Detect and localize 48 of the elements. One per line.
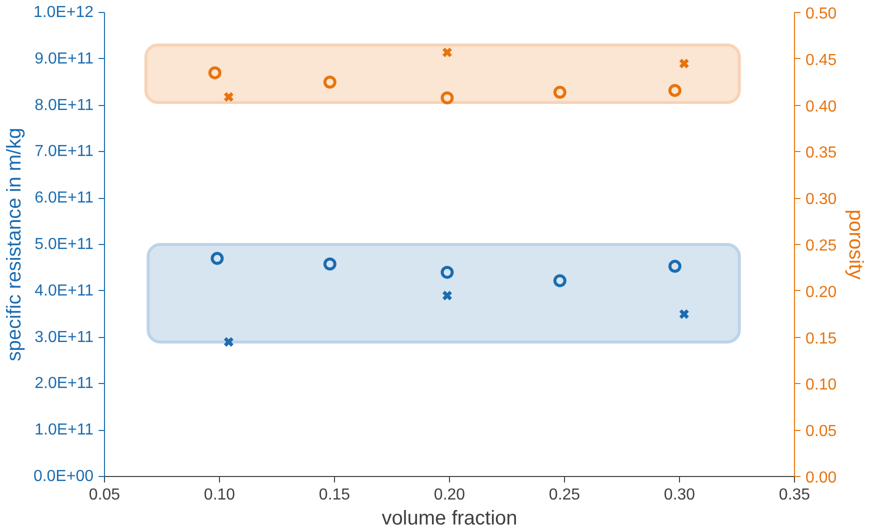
point xyxy=(668,84,682,97)
y2-tick-label: 0.35 xyxy=(806,144,837,162)
y-tick-label: 3.0E+11 xyxy=(34,328,94,346)
y2-tick-label: 0.05 xyxy=(806,423,837,440)
y-tick-label: 1.0E+12 xyxy=(33,4,94,21)
y-tick-label: 0.0E+00 xyxy=(33,468,94,485)
x-tick-label: 0.05 xyxy=(88,486,120,504)
y2-tick-label: 0.15 xyxy=(806,330,837,348)
point xyxy=(553,86,566,99)
y-tick-label: 4.0E+11 xyxy=(34,282,94,300)
y2-tick-label: 0.50 xyxy=(806,6,837,22)
y2-tick-label: 0.30 xyxy=(806,191,837,208)
point xyxy=(323,76,336,89)
x-tick-label: 0.35 xyxy=(778,486,810,504)
y-tick-label: 6.0E+11 xyxy=(34,190,94,207)
point xyxy=(678,58,690,69)
x-tick-label: 0.25 xyxy=(548,486,580,504)
x-tick-label: 0.10 xyxy=(204,486,236,504)
x-tick-label: 0.15 xyxy=(318,486,350,504)
y2-tick-label: 0.45 xyxy=(806,52,837,69)
y-tick-label: 2.0E+11 xyxy=(34,375,94,392)
y-tick-label: 5.0E+11 xyxy=(34,236,94,253)
y-axis-title: specific resistance in m/kg xyxy=(3,128,26,362)
y-tick-label: 9.0E+11 xyxy=(34,50,94,68)
point xyxy=(223,92,234,102)
point xyxy=(208,66,222,80)
y-tick-label: 1.0E+11 xyxy=(34,422,94,439)
point xyxy=(440,91,454,104)
y2-tick-label: 0.40 xyxy=(806,98,837,116)
point xyxy=(440,266,454,279)
y-tick-label: 7.0E+11 xyxy=(34,143,94,160)
point xyxy=(668,260,682,273)
x-tick-label: 0.30 xyxy=(664,486,696,504)
y2-tick-label: 0.25 xyxy=(806,238,837,254)
y-tick-label: 8.0E+11 xyxy=(34,96,94,114)
point xyxy=(210,252,224,265)
point xyxy=(323,258,336,270)
point xyxy=(442,290,452,301)
x-axis-title: volume fraction xyxy=(382,508,518,530)
x-tick-label: 0.20 xyxy=(434,486,466,504)
y2-tick-label: 0.10 xyxy=(806,376,837,394)
point xyxy=(442,47,452,58)
point xyxy=(553,274,566,288)
point xyxy=(678,308,690,320)
point xyxy=(223,336,234,348)
y2-tick-label: 0.00 xyxy=(806,470,837,486)
y2-axis-title: porosity xyxy=(844,209,867,280)
y2-tick-label: 0.20 xyxy=(806,284,837,301)
